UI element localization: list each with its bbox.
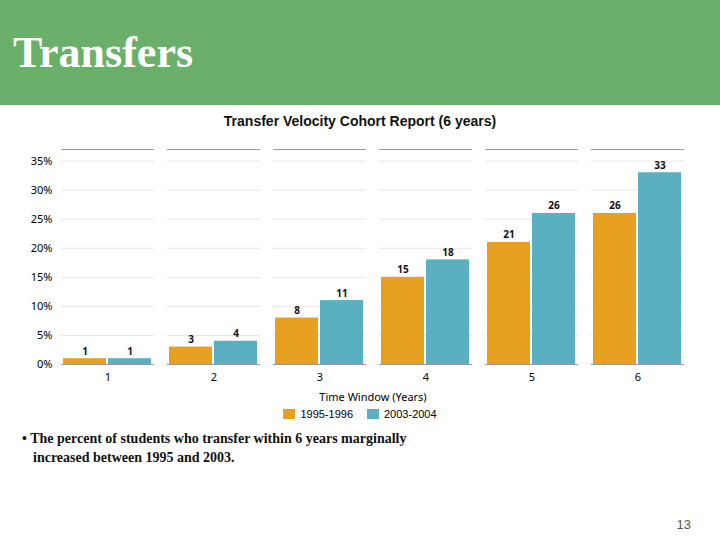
svg-text:8: 8: [294, 303, 300, 317]
svg-text:1: 1: [82, 344, 88, 358]
html-text:Transfer Velocity Cohort Repor: Transfer Velocity Cohort Report (6 years…: [223, 113, 497, 129]
svg-text:5: 5: [529, 369, 535, 384]
svg-text:1: 1: [105, 369, 111, 384]
svg-text:26: 26: [548, 198, 560, 212]
svg-text:15%: 15%: [31, 269, 53, 284]
html-text:• The percent of students who: • The percent of students who transfer w…: [22, 431, 407, 446]
svg-text:0%: 0%: [37, 356, 52, 371]
svg-text:35%: 35%: [31, 153, 53, 168]
svg-text:Time Window (Years): Time Window (Years): [319, 389, 426, 404]
svg-text:6: 6: [635, 369, 641, 384]
svg-text:26: 26: [609, 198, 621, 212]
svg-text:2: 2: [211, 369, 217, 384]
svg-text:1: 1: [127, 344, 133, 358]
svg-text:15: 15: [397, 262, 409, 276]
html-text:2003-2004: 2003-2004: [384, 408, 437, 420]
svg-text:18: 18: [442, 245, 454, 259]
html-text:increased between 1995 and 200: increased between 1995 and 2003.: [33, 449, 235, 465]
svg-text:10%: 10%: [31, 298, 53, 313]
html-text:13: 13: [676, 517, 691, 532]
svg-text:11: 11: [336, 286, 347, 300]
svg-text:5%: 5%: [37, 327, 52, 342]
svg-text:21: 21: [503, 227, 514, 241]
svg-text:3: 3: [188, 332, 194, 346]
svg-text:25%: 25%: [31, 211, 53, 226]
html-text:Transfers: Transfers: [13, 28, 193, 77]
svg-text:3: 3: [317, 369, 323, 384]
html-text:1995-1996: 1995-1996: [300, 408, 353, 420]
svg-text:20%: 20%: [31, 240, 53, 255]
svg-text:33: 33: [654, 158, 666, 172]
svg-text:30%: 30%: [31, 182, 53, 197]
svg-text:4: 4: [423, 369, 430, 384]
svg-text:4: 4: [233, 326, 239, 340]
